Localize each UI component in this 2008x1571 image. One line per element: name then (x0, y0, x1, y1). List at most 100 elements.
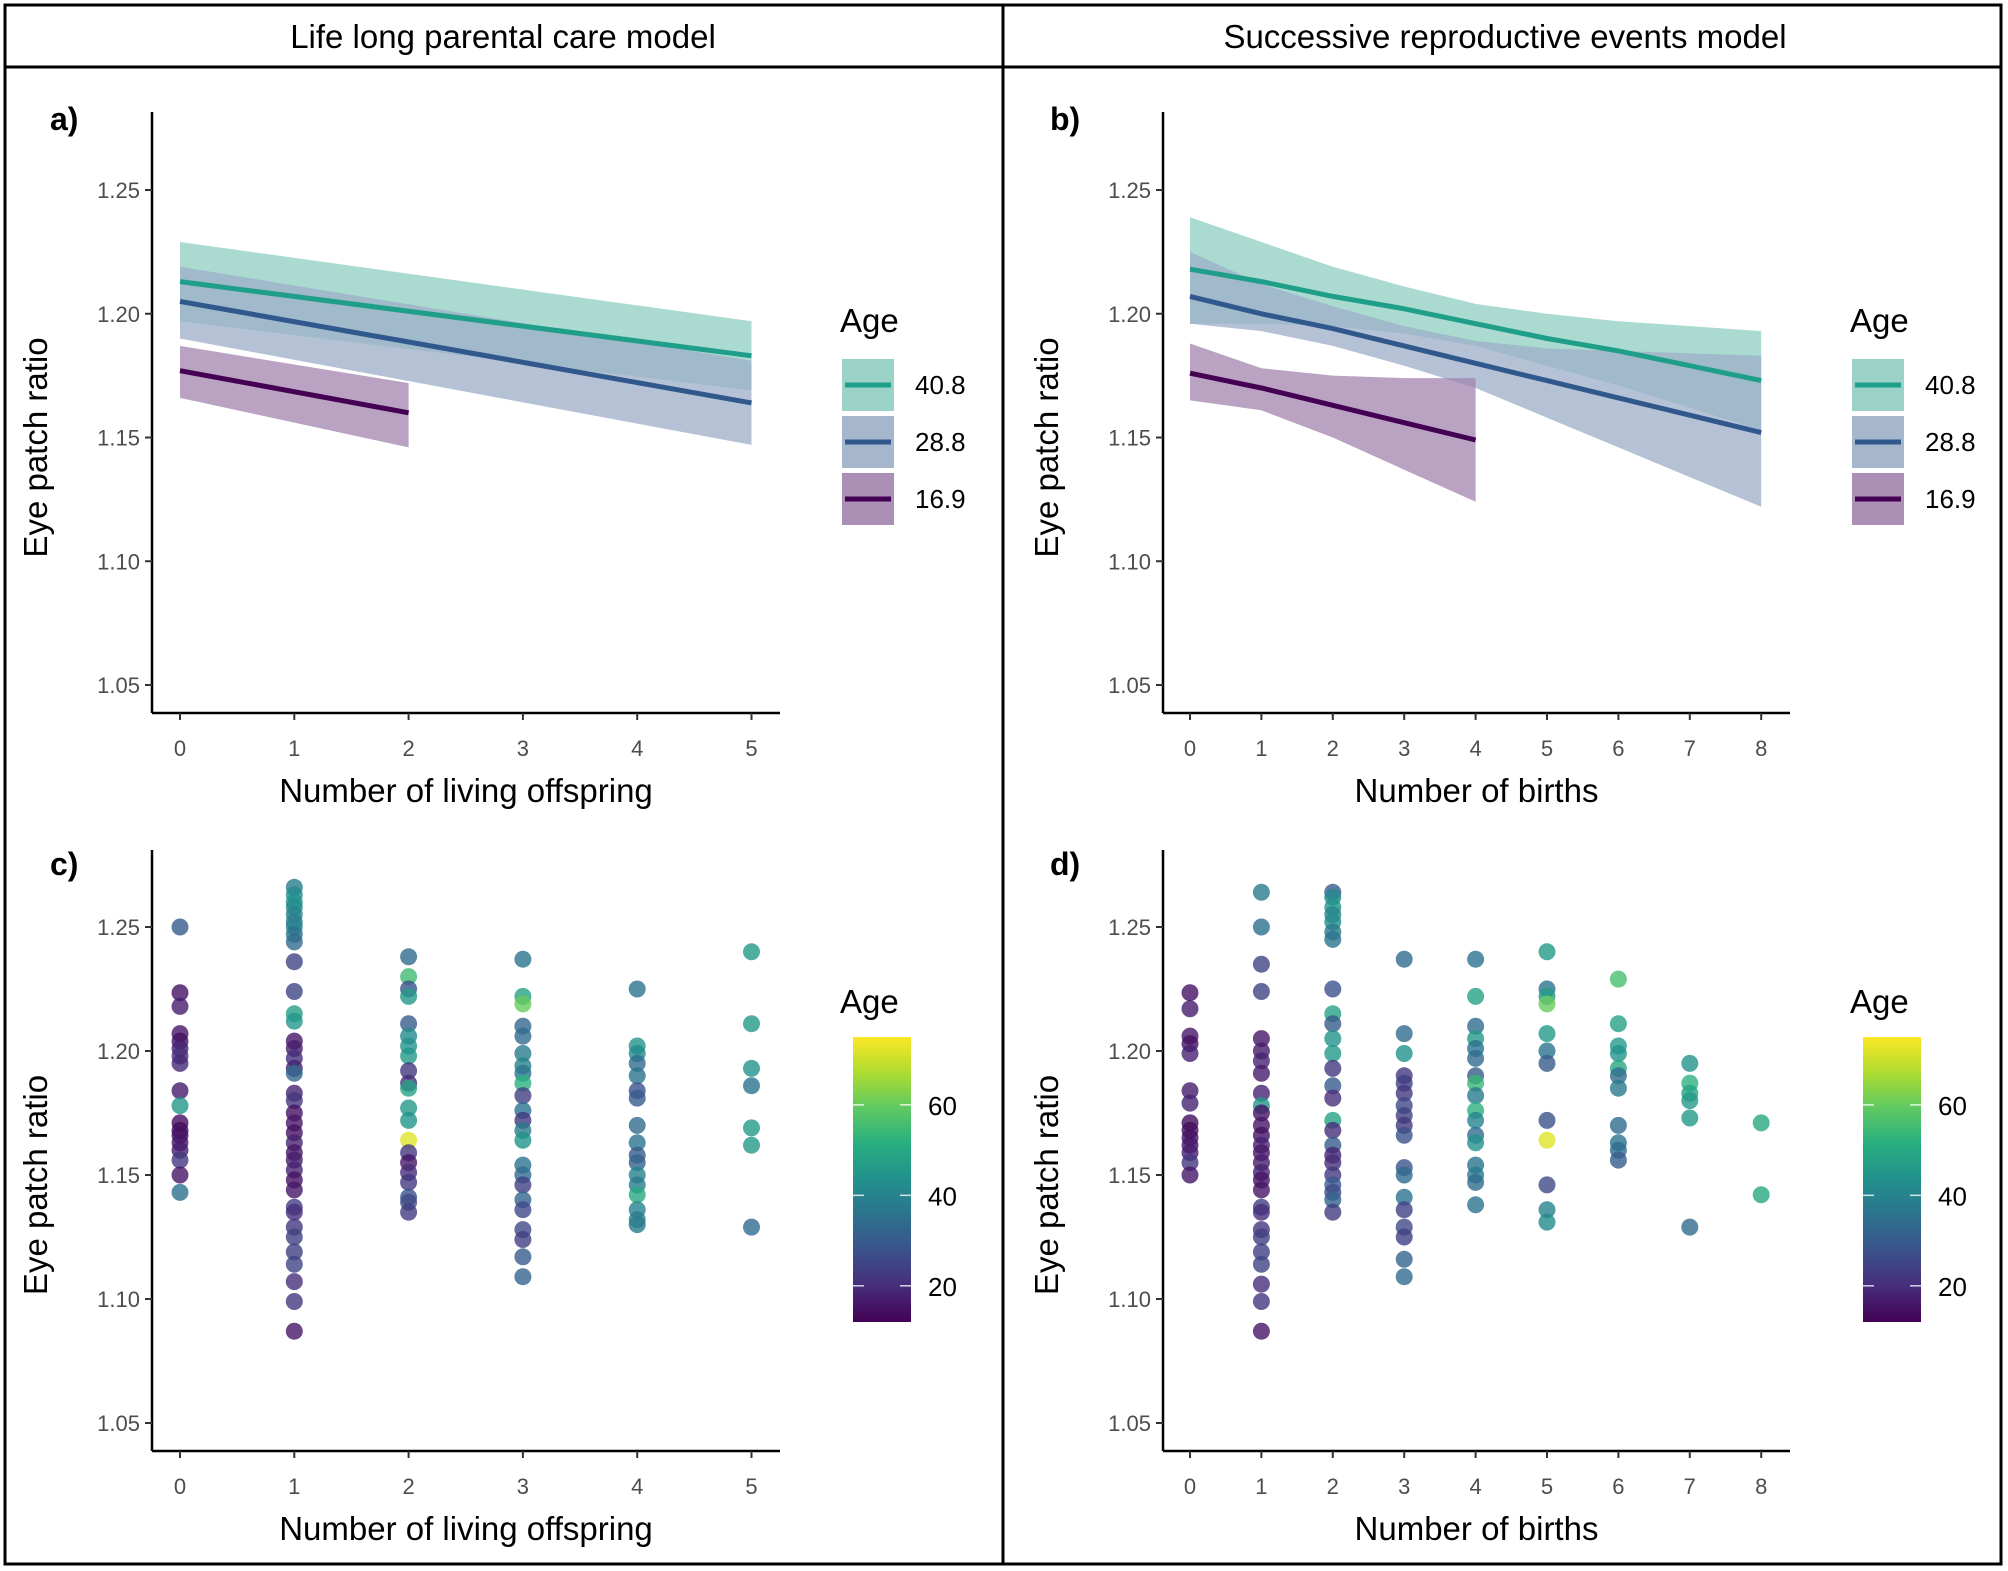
data-point (1252, 983, 1270, 1000)
data-point (285, 933, 303, 951)
data-point (1252, 1181, 1270, 1199)
data-point (628, 1186, 646, 1204)
data-point (1252, 1228, 1270, 1246)
data-point (400, 968, 418, 986)
column-title-right: Successive reproductive events model (1223, 18, 1786, 55)
data-point (1395, 1188, 1413, 1206)
y-tick-label: 1.20 (97, 1039, 140, 1064)
data-point (171, 997, 189, 1015)
data-point (514, 1087, 532, 1105)
data-point (1395, 1166, 1413, 1184)
x-tick-label: 0 (1184, 736, 1196, 761)
data-point (1467, 1173, 1485, 1191)
legend-title: Age (1850, 302, 1909, 339)
x-tick-label: 1 (1255, 736, 1267, 761)
data-point (743, 943, 760, 961)
data-point (1324, 1015, 1342, 1033)
data-point (628, 980, 646, 998)
data-point (1538, 1213, 1556, 1231)
data-point (628, 1067, 646, 1085)
data-point (171, 1097, 189, 1115)
x-tick-label: 1 (288, 736, 300, 761)
x-tick-label: 6 (1612, 736, 1624, 761)
data-point (1467, 1111, 1485, 1129)
data-point (171, 1183, 189, 1201)
colorbar-tick-label: 20 (928, 1272, 957, 1302)
data-point (1395, 1025, 1413, 1043)
data-point (1181, 1166, 1199, 1184)
x-tick-label: 8 (1755, 1474, 1767, 1499)
data-point (1467, 987, 1485, 1005)
panel-b: b) Age 40.8 28.8 16.9 1.05 1.10 1.15 1.20 1.25 0 1 2… (1028, 101, 1976, 809)
data-point (1681, 1109, 1699, 1127)
x-axis-title: Number of living offspring (279, 1510, 653, 1547)
data-point (628, 1134, 646, 1152)
data-point (1395, 1045, 1413, 1062)
data-point (1181, 1082, 1199, 1100)
colorbar-tick-label: 40 (1938, 1181, 1967, 1211)
y-tick-label: 1.20 (1108, 302, 1151, 327)
data-point (514, 950, 532, 968)
data-point (1252, 955, 1270, 973)
x-tick-label: 1 (1255, 1474, 1267, 1499)
legend-label: 40.8 (1925, 370, 1976, 400)
colorbar-title: Age (1850, 983, 1909, 1020)
y-tick-label: 1.10 (1108, 549, 1151, 574)
data-point (285, 1255, 303, 1273)
panel-a: a) Age 40.8 28.8 16.9 1.05 1.10 1.15 1.20 1.25 0 1 2… (17, 101, 966, 809)
data-point (400, 987, 418, 1005)
data-point (1324, 1203, 1342, 1221)
y-tick-label: 1.25 (1108, 178, 1151, 203)
y-tick-label: 1.15 (97, 1163, 140, 1188)
data-point (1395, 950, 1413, 968)
y-tick-label: 1.15 (97, 426, 140, 451)
fit-line-age-28-8 (1189, 293, 1762, 436)
data-point (743, 1136, 760, 1154)
data-point (1609, 970, 1627, 988)
fit-line-age-28-8 (179, 298, 752, 406)
data-point (285, 1064, 303, 1082)
x-tick-label: 4 (631, 736, 643, 761)
fit-line-age-40-8 (179, 279, 752, 359)
x-axis-title: Number of births (1355, 1510, 1599, 1547)
legend-label: 28.8 (1925, 427, 1976, 457)
colorbar (853, 1037, 911, 1322)
data-point (1467, 1196, 1485, 1214)
data-point (514, 1131, 532, 1149)
ci-band-age-16-9 (180, 345, 409, 448)
data-point (1324, 980, 1342, 998)
y-tick-label: 1.20 (1108, 1039, 1151, 1064)
fit-line-age-16-9 (179, 368, 410, 416)
data-point (1538, 995, 1556, 1013)
x-axis-title: Number of births (1355, 772, 1599, 809)
panel-d: d) Age 20 40 60 1.05 1.10 1.15 1.20 1.25 0 1 2 3 4 5 6 7 8… (1028, 846, 1967, 1547)
data-point (171, 1054, 189, 1072)
data-point (400, 1111, 418, 1129)
data-point (1324, 1154, 1342, 1172)
y-tick-label: 1.20 (97, 302, 140, 327)
y-tick-label: 1.15 (1108, 1163, 1151, 1188)
data-point (171, 1082, 189, 1100)
data-point (1538, 1131, 1556, 1149)
data-point (1324, 1045, 1342, 1062)
data-point (1467, 1087, 1485, 1105)
data-point (285, 1228, 303, 1246)
data-point (1538, 1111, 1556, 1129)
data-point (1252, 1203, 1270, 1221)
data-point (514, 1027, 532, 1045)
data-point (171, 1166, 189, 1184)
y-tick-label: 1.05 (1108, 673, 1151, 698)
data-point (1324, 1059, 1342, 1077)
y-tick-label: 1.05 (97, 1411, 140, 1436)
data-point (514, 1248, 532, 1266)
data-point (1324, 1089, 1342, 1107)
data-point (743, 1218, 760, 1236)
data-point (285, 1273, 303, 1291)
data-point (1395, 1084, 1413, 1102)
data-point (1681, 1218, 1699, 1236)
data-point (514, 1045, 532, 1062)
data-point (1181, 1094, 1199, 1112)
x-tick-label: 3 (517, 1474, 529, 1499)
data-point (1252, 1293, 1270, 1310)
ci-band-age-28-8 (180, 266, 752, 445)
